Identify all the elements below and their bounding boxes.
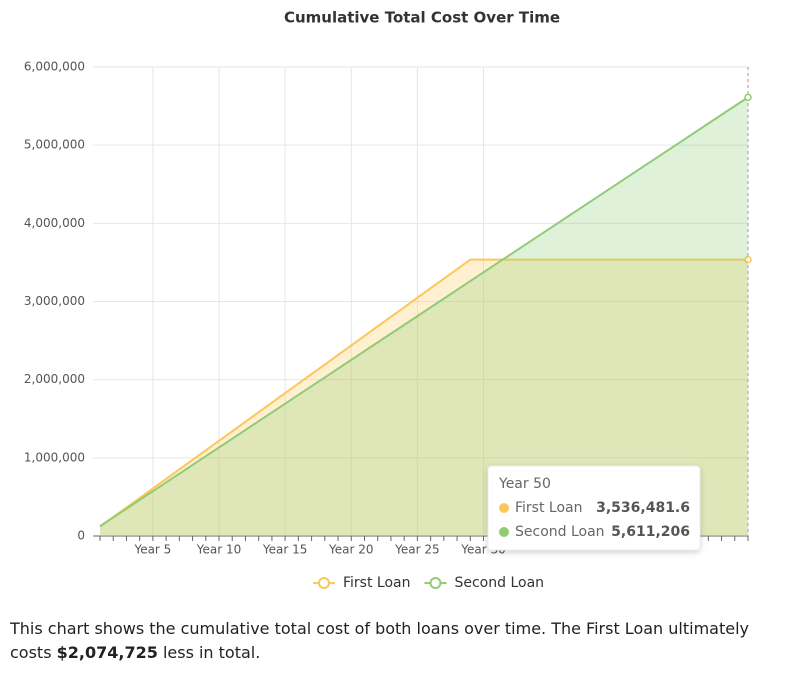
tooltip-dot (499, 527, 509, 537)
y-tick-label: 6,000,000 (24, 60, 85, 74)
caption: This chart shows the cumulative total co… (10, 617, 785, 665)
tooltip-box (487, 465, 701, 551)
y-tick-label: 5,000,000 (24, 138, 85, 152)
caption-text: less in total. (162, 643, 261, 662)
chart-title: Cumulative Total Cost Over Time (284, 9, 560, 27)
x-tick-label: Year 25 (394, 543, 440, 557)
legend-label: Second Loan (454, 575, 544, 591)
legend-icon (429, 577, 442, 589)
x-tick-label: Year 20 (328, 543, 374, 557)
point (744, 255, 752, 264)
legend-label: First Loan (343, 575, 410, 591)
chart: Cumulative Total Cost Over Time 0 1,000,0… (24, 9, 752, 591)
point (744, 93, 752, 102)
tooltip-name: First Loan (515, 500, 582, 516)
tooltip-title: Year 50 (498, 476, 551, 492)
line (99, 96, 749, 528)
legend-icon (318, 577, 330, 589)
tooltip: Year 50 First Loan 3,536,481.6 Second Loan 5… (487, 465, 701, 551)
tooltip-value: 3,536,481.6 (596, 500, 690, 516)
x-tick-label: Year 5 (133, 543, 171, 557)
area (100, 97, 748, 536)
y-tick-label: 2,000,000 (24, 372, 85, 386)
x-tick-label: Year 15 (262, 543, 308, 557)
caption-text: This chart shows the cumulative total co… (10, 619, 749, 662)
tooltip-name: Second Loan (515, 524, 605, 540)
y-tick-label: 1,000,000 (24, 450, 85, 464)
tooltip-dot (499, 503, 509, 513)
y-tick-label: 4,000,000 (24, 216, 85, 230)
line (99, 258, 748, 528)
y-tick-label: 0 (77, 529, 85, 543)
caption-amount: $2,074,725 (56, 643, 158, 662)
tooltip-value: 5,611,206 (611, 524, 690, 540)
x-tick-label: Year 10 (196, 543, 242, 557)
y-tick-label: 3,000,000 (24, 294, 85, 308)
